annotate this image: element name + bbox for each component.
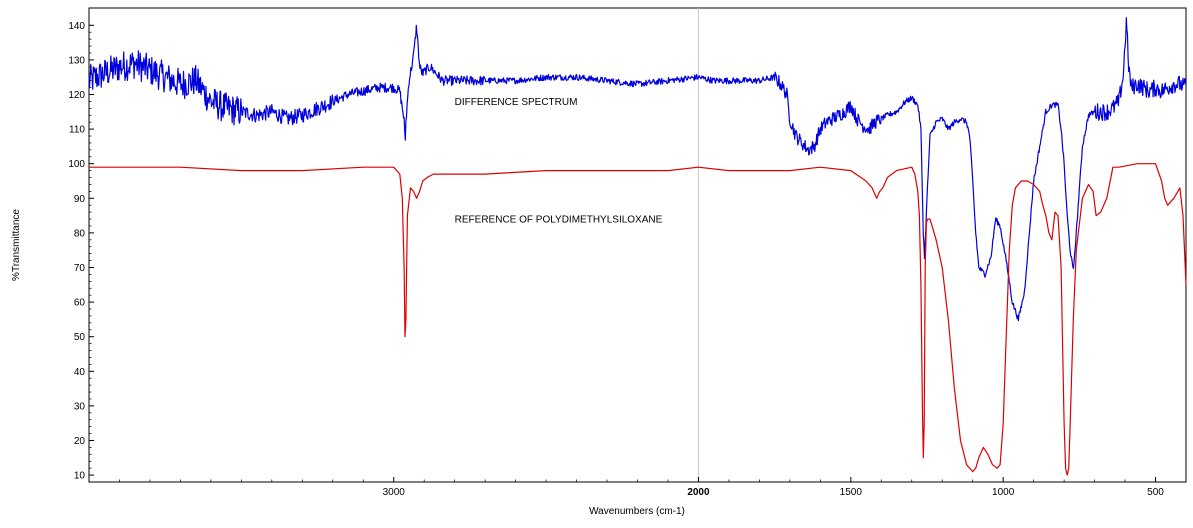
annotations-layer: DIFFERENCE SPECTRUM REFERENCE OF POLYDIME… <box>455 97 663 226</box>
y-tick-label: 80 <box>74 228 86 239</box>
y-tick-label: 100 <box>68 159 85 170</box>
series-layer <box>88 17 1187 476</box>
plot-area <box>88 7 1187 483</box>
axes-layer: 10 20 30 40 50 60 70 80 90 100 110 120 130 140 3000 200… <box>68 21 1187 498</box>
y-tick-label: 140 <box>68 21 85 32</box>
x-tick-label: 1500 <box>840 487 863 498</box>
y-tick-label: 30 <box>74 401 86 412</box>
series-line-2 <box>89 163 1187 476</box>
y-axis-label: %Transmittance <box>11 209 22 281</box>
x-tick-label: 2000 <box>687 487 710 498</box>
y-tick-label: 20 <box>74 436 86 447</box>
annotation-2: REFERENCE OF POLYDIMETHYLSILOXANE <box>455 215 663 226</box>
annotation-1: DIFFERENCE SPECTRUM <box>455 97 578 108</box>
y-tick-label: 130 <box>68 55 85 66</box>
y-tick-label: 70 <box>74 263 86 274</box>
y-tick-label: 60 <box>74 298 86 309</box>
series-line-1 <box>88 17 1187 322</box>
y-tick-label: 10 <box>74 471 86 482</box>
y-tick-label: 50 <box>74 332 86 343</box>
y-tick-label: 120 <box>68 90 85 101</box>
x-tick-label: 3000 <box>383 487 406 498</box>
y-tick-label: 90 <box>74 194 86 205</box>
x-tick-label: 500 <box>1147 487 1164 498</box>
y-tick-label: 110 <box>69 125 85 136</box>
x-axis-label: Wavenumbers (cm-1) <box>589 506 685 517</box>
x-tick-label: 1000 <box>992 487 1015 498</box>
y-tick-label: 40 <box>74 367 86 378</box>
title-strip <box>0 0 1193 8</box>
